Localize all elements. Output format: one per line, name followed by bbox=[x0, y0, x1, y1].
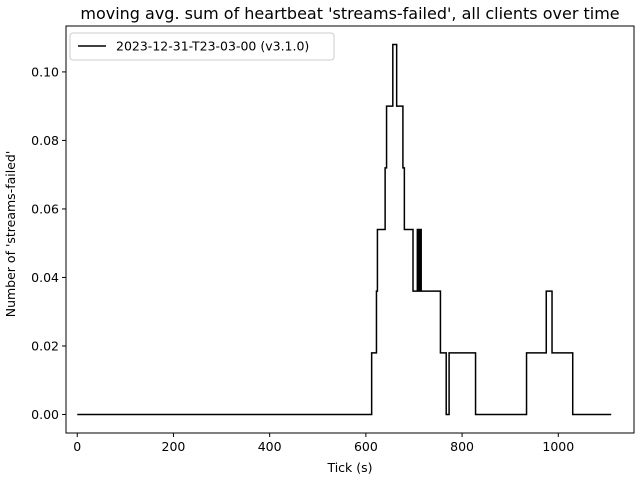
x-axis: 0 200 400 600 800 1000 bbox=[73, 433, 574, 454]
y-tick-label: 0.10 bbox=[31, 64, 59, 79]
y-axis: 0.00 0.02 0.04 0.06 0.08 0.10 bbox=[31, 64, 66, 422]
x-tick-label: 400 bbox=[258, 439, 282, 454]
x-axis-label: Tick (s) bbox=[326, 460, 372, 475]
x-tick-label: 800 bbox=[450, 439, 474, 454]
y-tick-label: 0.06 bbox=[31, 201, 59, 216]
y-axis-label: Number of 'streams-failed' bbox=[3, 151, 18, 318]
x-tick-label: 200 bbox=[162, 439, 186, 454]
series-line-0 bbox=[77, 43, 612, 416]
plot-frame bbox=[65, 25, 635, 434]
legend: 2023-12-31-T23-03-00 (v3.1.0) bbox=[69, 32, 335, 61]
y-tick-label: 0.08 bbox=[31, 133, 59, 148]
legend-label: 2023-12-31-T23-03-00 (v3.1.0) bbox=[116, 39, 309, 54]
x-tick-label: 600 bbox=[354, 439, 378, 454]
legend-box bbox=[69, 32, 335, 61]
plot-area bbox=[65, 25, 635, 434]
x-tick-label: 0 bbox=[73, 439, 81, 454]
y-tick-label: 0.00 bbox=[31, 407, 59, 422]
x-tick-label: 1000 bbox=[542, 439, 574, 454]
y-tick-label: 0.02 bbox=[31, 338, 59, 353]
chart-title: moving avg. sum of heartbeat 'streams-fa… bbox=[80, 4, 619, 23]
y-tick-label: 0.04 bbox=[31, 270, 59, 285]
